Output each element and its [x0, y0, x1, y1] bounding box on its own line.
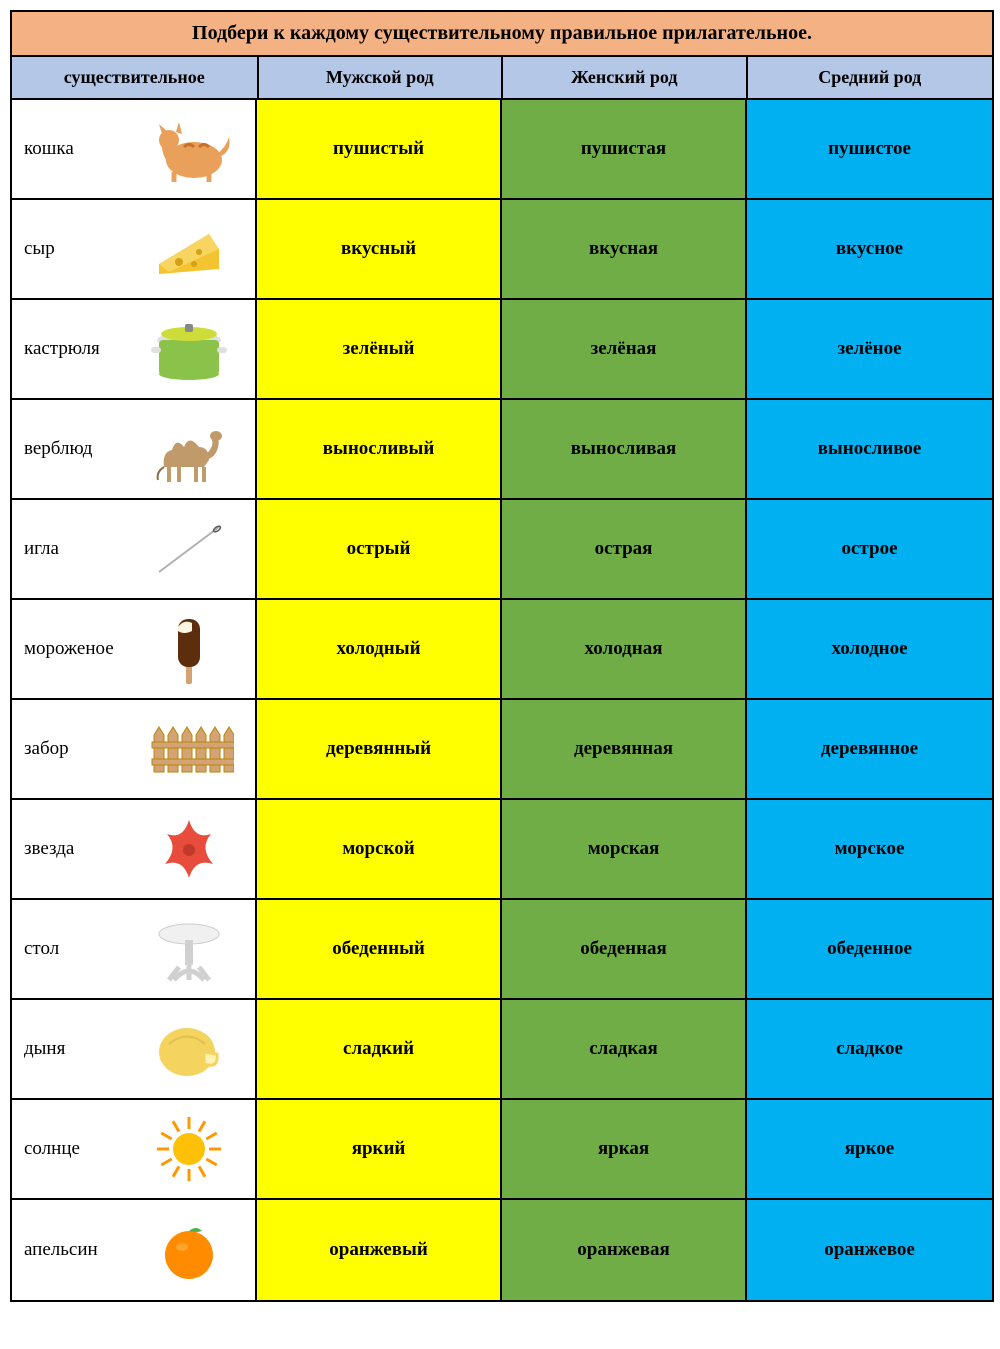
fence-icon [134, 704, 244, 794]
noun-cell: забор [12, 700, 257, 800]
feminine-cell: сладкая [502, 1000, 747, 1100]
neuter-cell: яркое [747, 1100, 992, 1200]
cheese-icon [134, 204, 244, 294]
table-row: сыр вкусный вкусная вкусное [12, 200, 992, 300]
table-row: апельсин оранжевый оранжевая оранжевое [12, 1200, 992, 1300]
masculine-cell: выносливый [257, 400, 502, 500]
neuter-cell: зелёное [747, 300, 992, 400]
masculine-cell: яркий [257, 1100, 502, 1200]
masculine-cell: пушистый [257, 100, 502, 200]
grammar-table: Подбери к каждому существительному прави… [10, 10, 994, 1302]
table-title: Подбери к каждому существительному прави… [12, 12, 992, 57]
table-row: верблюд выносливый выносливая выносливое [12, 400, 992, 500]
masculine-cell: деревянный [257, 700, 502, 800]
table-row: звезда морской морская морское [12, 800, 992, 900]
noun-label: кошка [24, 138, 134, 160]
noun-label: кастрюля [24, 338, 134, 360]
noun-cell: сыр [12, 200, 257, 300]
masculine-cell: сладкий [257, 1000, 502, 1100]
noun-label: звезда [24, 838, 134, 860]
header-neuter: Средний род [748, 57, 993, 100]
neuter-cell: выносливое [747, 400, 992, 500]
starfish-icon [134, 804, 244, 894]
masculine-cell: оранжевый [257, 1200, 502, 1300]
table-row: кошка пушистый пушистая пушистое [12, 100, 992, 200]
table-body: кошка пушистый пушистая пушистое сыр [12, 100, 992, 1300]
feminine-cell: острая [502, 500, 747, 600]
noun-label: сыр [24, 238, 134, 260]
noun-cell: апельсин [12, 1200, 257, 1300]
neuter-cell: деревянное [747, 700, 992, 800]
header-feminine: Женский род [503, 57, 748, 100]
noun-cell: игла [12, 500, 257, 600]
noun-cell: кастрюля [12, 300, 257, 400]
neuter-cell: обеденное [747, 900, 992, 1000]
header-masculine: Мужской род [259, 57, 504, 100]
camel-icon [134, 404, 244, 494]
table-row: стол обеденный обеденная обеденное [12, 900, 992, 1000]
orange-icon [134, 1205, 244, 1295]
noun-cell: верблюд [12, 400, 257, 500]
noun-cell: стол [12, 900, 257, 1000]
needle-icon [134, 504, 244, 594]
header-noun: существительное [12, 57, 259, 100]
noun-label: солнце [24, 1138, 134, 1160]
noun-label: игла [24, 538, 134, 560]
noun-label: стол [24, 938, 134, 960]
noun-label: дыня [24, 1038, 134, 1060]
neuter-cell: оранжевое [747, 1200, 992, 1300]
table-row: кастрюля зелёный зелёная зелёное [12, 300, 992, 400]
cat-icon [134, 104, 244, 194]
noun-label: забор [24, 738, 134, 760]
masculine-cell: острый [257, 500, 502, 600]
feminine-cell: обеденная [502, 900, 747, 1000]
noun-label: верблюд [24, 438, 134, 460]
feminine-cell: зелёная [502, 300, 747, 400]
neuter-cell: сладкое [747, 1000, 992, 1100]
neuter-cell: холодное [747, 600, 992, 700]
feminine-cell: деревянная [502, 700, 747, 800]
neuter-cell: вкусное [747, 200, 992, 300]
table-row: игла острый острая острое [12, 500, 992, 600]
noun-label: мороженое [24, 638, 134, 660]
masculine-cell: холодный [257, 600, 502, 700]
masculine-cell: зелёный [257, 300, 502, 400]
melon-icon [134, 1004, 244, 1094]
table-row: дыня сладкий сладкая сладкое [12, 1000, 992, 1100]
pot-icon [134, 304, 244, 394]
noun-label: апельсин [24, 1239, 134, 1261]
table-row: солнце яркий яркая яркое [12, 1100, 992, 1200]
feminine-cell: оранжевая [502, 1200, 747, 1300]
table-header-row: существительное Мужской род Женский род … [12, 57, 992, 100]
noun-cell: дыня [12, 1000, 257, 1100]
masculine-cell: морской [257, 800, 502, 900]
icecream-icon [134, 604, 244, 694]
feminine-cell: морская [502, 800, 747, 900]
masculine-cell: обеденный [257, 900, 502, 1000]
noun-cell: мороженое [12, 600, 257, 700]
table-icon [134, 904, 244, 994]
neuter-cell: морское [747, 800, 992, 900]
noun-cell: солнце [12, 1100, 257, 1200]
noun-cell: кошка [12, 100, 257, 200]
table-row: забор деревянный деревянная деревянное [12, 700, 992, 800]
neuter-cell: острое [747, 500, 992, 600]
feminine-cell: вкусная [502, 200, 747, 300]
feminine-cell: пушистая [502, 100, 747, 200]
masculine-cell: вкусный [257, 200, 502, 300]
feminine-cell: яркая [502, 1100, 747, 1200]
sun-icon [134, 1104, 244, 1194]
neuter-cell: пушистое [747, 100, 992, 200]
feminine-cell: холодная [502, 600, 747, 700]
noun-cell: звезда [12, 800, 257, 900]
table-row: мороженое холодный холодная холодное [12, 600, 992, 700]
feminine-cell: выносливая [502, 400, 747, 500]
